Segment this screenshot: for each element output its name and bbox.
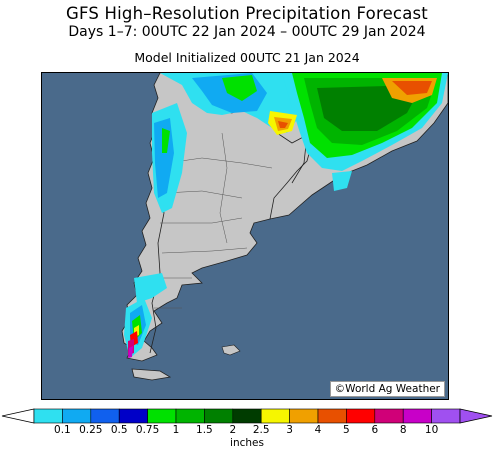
colorbar-cell bbox=[175, 408, 205, 424]
colorbar-cell bbox=[431, 408, 461, 424]
colorbar-tick-label: 2 bbox=[229, 424, 237, 436]
forecast-period: Days 1–7: 00UTC 22 Jan 2024 – 00UTC 29 J… bbox=[68, 24, 426, 40]
colorbar-cell bbox=[204, 408, 234, 424]
colorbar-tick-label: 1.5 bbox=[196, 424, 213, 436]
colorbar-cell bbox=[374, 408, 404, 424]
colorbar-cell bbox=[232, 408, 262, 424]
colorbar-cell bbox=[317, 408, 347, 424]
colorbar-tick-label: 0.25 bbox=[79, 424, 103, 436]
colorbar-tick-label: 0.1 bbox=[54, 424, 71, 436]
colorbar-high-arrow bbox=[459, 408, 493, 424]
colorbar-tick-label: 0.75 bbox=[135, 424, 160, 436]
colorbar-tick-label: 0.5 bbox=[110, 424, 128, 436]
colorbar-cell bbox=[62, 408, 92, 424]
colorbar-tick-label: 2.5 bbox=[252, 424, 270, 436]
colorbar-cell bbox=[346, 408, 376, 424]
colorbar-cell bbox=[147, 408, 177, 424]
colorbar-units: inches bbox=[230, 437, 264, 449]
colorbar-tick-label: 6 bbox=[371, 424, 379, 436]
colorbar-tick-label: 3 bbox=[286, 424, 293, 436]
chart-title: GFS High–Resolution Precipitation Foreca… bbox=[66, 4, 428, 23]
colorbar-cell bbox=[260, 408, 290, 424]
colorbar bbox=[1, 408, 493, 424]
land-tierra-del-fuego bbox=[131, 368, 172, 381]
map-credit: ©World Ag Weather bbox=[329, 381, 445, 397]
colorbar-tick-label: 10 bbox=[424, 424, 439, 436]
precipitation-overlay bbox=[124, 73, 448, 358]
precipitation-map: ©World Ag Weather bbox=[41, 72, 449, 400]
colorbar-cell bbox=[289, 408, 319, 424]
colorbar-cell bbox=[402, 408, 432, 424]
colorbar-tick-label: 5 bbox=[343, 424, 350, 436]
colorbar-tick-label: 1 bbox=[172, 424, 180, 436]
colorbar-cell bbox=[33, 408, 63, 424]
colorbar-low-arrow bbox=[1, 408, 35, 424]
colorbar-tick-label: 4 bbox=[314, 424, 322, 436]
colorbar-cell bbox=[90, 408, 120, 424]
colorbar-cell bbox=[118, 408, 148, 424]
province-borders bbox=[154, 132, 273, 309]
colorbar-tick-label: 8 bbox=[399, 424, 407, 436]
model-init-time: Model Initialized 00UTC 21 Jan 2024 bbox=[134, 50, 360, 65]
land-falklands bbox=[221, 344, 241, 356]
